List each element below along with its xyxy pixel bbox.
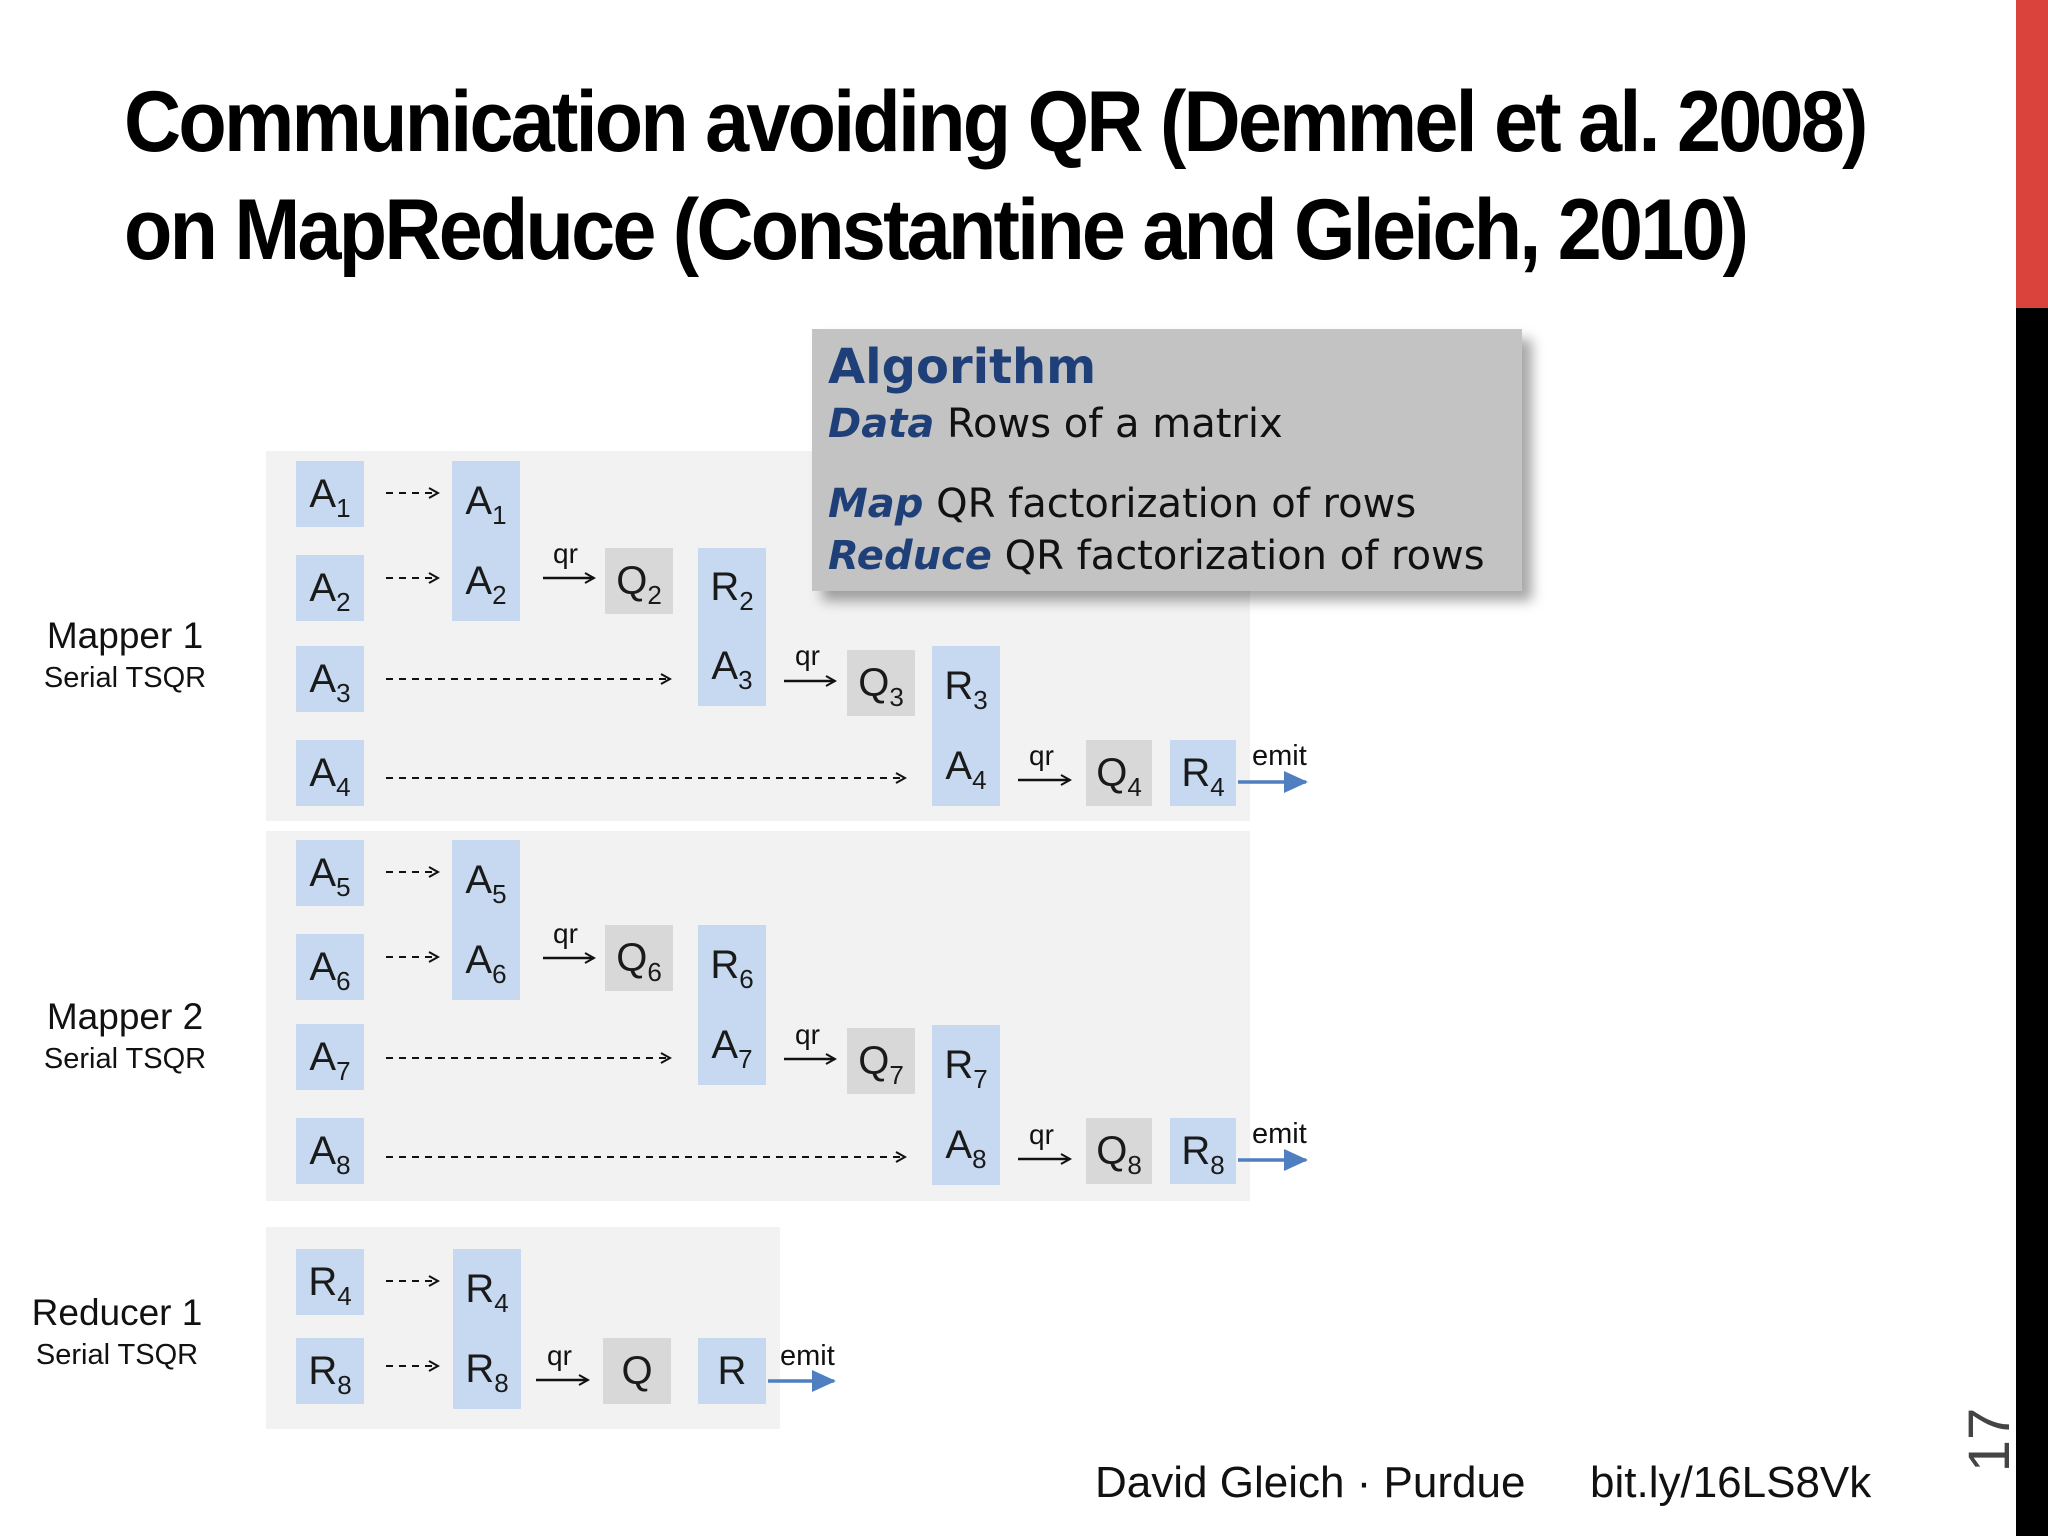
reducer-1-sublabel: Serial TSQR xyxy=(35,1339,199,1371)
algorithm-reduce-key: Reduce xyxy=(828,533,992,579)
slide-title: Communication avoiding QR (Demmel et al.… xyxy=(124,68,1868,284)
stack-r7-a8: R7 A8 xyxy=(932,1025,1000,1185)
algorithm-data-line: Data Rows of a matrix xyxy=(828,401,1283,447)
mapper-1-label: Mapper 1 xyxy=(46,615,204,656)
reducer-1-label: Reducer 1 xyxy=(31,1292,203,1333)
mapper-2-sublabel: Serial TSQR xyxy=(43,1043,207,1075)
block-a2: A2 xyxy=(296,555,364,621)
footer-author: David Gleich · Purdue xyxy=(1095,1458,1526,1507)
block-a3: A3 xyxy=(296,646,364,712)
block-a6: A6 xyxy=(296,934,364,1000)
algorithm-reduce-text: QR factorization of rows xyxy=(991,533,1485,579)
block-r8-input: R8 xyxy=(296,1338,364,1404)
stack-a1-a2: A1 A2 xyxy=(452,461,520,621)
title-line-2: on MapReduce (Constantine and Gleich, 20… xyxy=(124,182,1749,278)
emit-label-mapper-1: emit xyxy=(1252,740,1307,772)
accent-bar-red xyxy=(2016,0,2048,308)
stack-r3-a4: R3 A4 xyxy=(932,646,1000,806)
algorithm-data-text: Rows of a matrix xyxy=(934,401,1283,447)
block-q-final: Q xyxy=(603,1338,671,1404)
qr-label-m1-2: qr xyxy=(795,640,820,671)
block-q2: Q2 xyxy=(605,548,673,614)
block-q4: Q4 xyxy=(1086,740,1152,806)
qr-label-r1: qr xyxy=(547,1340,572,1371)
algorithm-heading: Algorithm xyxy=(828,339,1097,395)
block-r4-output: R4 xyxy=(1170,740,1236,806)
stack-r6-a7: R6 A7 xyxy=(698,925,766,1085)
algorithm-map-line: Map QR factorization of rows xyxy=(828,481,1416,527)
block-q6: Q6 xyxy=(605,925,673,991)
block-q7: Q7 xyxy=(847,1028,915,1094)
algorithm-map-key: Map xyxy=(828,481,924,527)
stack-r2-a3: R2 A3 xyxy=(698,548,766,706)
algorithm-box: Algorithm Data Rows of a matrix Map QR f… xyxy=(812,329,1522,591)
block-a4: A4 xyxy=(296,740,364,806)
qr-label-m1-3: qr xyxy=(1029,740,1054,771)
block-a5: A5 xyxy=(296,840,364,906)
algorithm-reduce-line: Reduce QR factorization of rows xyxy=(828,533,1485,579)
block-r4-input: R4 xyxy=(296,1249,364,1315)
emit-label-reducer-1: emit xyxy=(780,1340,835,1372)
block-a7: A7 xyxy=(296,1024,364,1090)
block-r-final: R xyxy=(698,1338,766,1404)
block-q3: Q3 xyxy=(847,650,915,716)
title-line-1: Communication avoiding QR (Demmel et al.… xyxy=(124,74,1868,170)
stack-a5-a6: A5 A6 xyxy=(452,840,520,1000)
algorithm-data-key: Data xyxy=(828,401,935,447)
qr-label-m2-2: qr xyxy=(795,1019,820,1050)
qr-label-m1-1: qr xyxy=(553,538,578,569)
emit-label-mapper-2: emit xyxy=(1252,1118,1307,1150)
algorithm-map-text: QR factorization of rows xyxy=(923,481,1417,527)
block-r8-output: R8 xyxy=(1170,1118,1236,1184)
stack-r4-r8: R4 R8 xyxy=(453,1249,521,1409)
block-q8: Q8 xyxy=(1086,1118,1152,1184)
mapper-1-sublabel: Serial TSQR xyxy=(43,662,207,694)
mapper-2-label: Mapper 2 xyxy=(46,996,204,1037)
footer-link[interactable]: bit.ly/16LS8Vk xyxy=(1590,1458,1872,1507)
qr-label-m2-3: qr xyxy=(1029,1119,1054,1150)
page-number: 17 xyxy=(1957,1407,2022,1473)
accent-bar-black xyxy=(2016,308,2048,1536)
block-a1: A1 xyxy=(296,461,364,527)
qr-label-m2-1: qr xyxy=(553,918,578,949)
block-a8: A8 xyxy=(296,1118,364,1184)
